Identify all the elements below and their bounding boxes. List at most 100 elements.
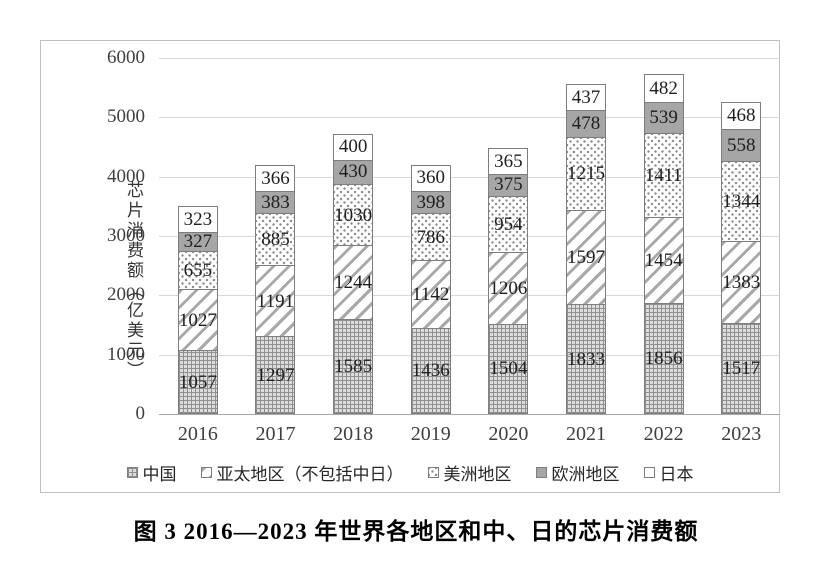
bar-segment-亚太地区（不包括中日）-2023: 1383 [721,240,762,324]
legend-marker-icon [126,467,138,478]
bar-2018: 1585 1244 1030 430 400 [333,58,374,414]
x-tick-label-2018: 2018 [333,423,374,445]
bar-segment-日本-2023: 468 [721,102,762,131]
bar-segment-中国-2016: 1057 [177,350,218,414]
bar-segment-亚太地区（不包括中日）-2021: 1597 [565,209,606,306]
bar-segment-日本-2022: 482 [643,74,684,103]
bar-segment-中国-2023: 1517 [721,323,762,414]
segment-value-label: 1215 [566,163,605,185]
legend-marker-icon [643,467,655,478]
bar-2019: 1436 1142 786 398 360 [410,58,451,414]
chart-figure: 芯片消费额（亿美元） 0 1000 2000 3000 4000 5000 6000 105… [40,40,780,493]
bar-segment-美洲地区-2020: 954 [488,195,529,254]
segment-value-label: 1411 [644,164,683,186]
bar-segment-中国-2021: 1833 [565,304,606,414]
legend-label: 日本 [659,465,694,484]
y-axis-title: 芯片消费额（亿美元） [124,181,143,381]
legend-label: 中国 [142,465,177,484]
bar-segment-日本-2017: 366 [255,165,296,193]
bar-segment-美洲地区-2018: 1030 [333,184,374,247]
bar-2017: 1297 1191 885 383 366 [255,58,296,414]
x-tick-label-2016: 2016 [177,423,218,445]
segment-value-label: 1833 [566,348,605,370]
x-tick-label-2023: 2023 [721,423,762,445]
bar-segment-欧洲地区-2016: 327 [177,230,218,252]
bar-segment-欧洲地区-2018: 430 [333,158,374,186]
legend-item-欧洲地区: 欧洲地区 [535,460,620,485]
bar-2016: 1057 1027 655 327 323 [177,58,218,414]
bar-segment-中国-2022: 1856 [643,302,684,414]
segment-value-label: 1597 [566,246,605,268]
y-tick-label-0: 0 [135,403,146,424]
segment-value-label: 1244 [334,272,373,294]
segment-value-label: 1504 [489,358,528,380]
bar-segment-中国-2019: 1436 [410,327,451,414]
bar-segment-亚太地区（不包括中日）-2022: 1454 [643,216,684,304]
segment-value-label: 1191 [256,290,295,312]
bar-segment-日本-2021: 437 [565,84,606,112]
segment-value-label: 1454 [644,249,683,271]
bar-segment-欧洲地区-2019: 398 [410,189,451,215]
segment-value-label: 1517 [722,358,761,379]
x-tick-label-2021: 2021 [565,423,606,445]
segment-value-label: 786 [416,226,445,248]
segment-value-label: 1057 [178,371,217,393]
bar-segment-美洲地区-2016: 655 [177,250,218,291]
bar-segment-欧洲地区-2017: 383 [255,190,296,214]
bar-segment-中国-2018: 1585 [333,318,374,414]
segment-value-label: 885 [261,229,290,251]
bar-2023: 1517 1383 1344 558 468 [721,58,762,414]
legend-label: 欧洲地区 [551,465,620,484]
legend-marker-icon [200,467,212,478]
legend-item-亚太地区（不包括中日）: 亚太地区（不包括中日） [200,460,404,485]
bar-segment-亚太地区（不包括中日）-2017: 1191 [255,265,296,338]
segment-value-label: 327 [183,230,213,252]
bar-segment-欧洲地区-2023: 558 [721,128,762,163]
x-tick-label-2017: 2017 [255,423,296,445]
segment-value-label: 1206 [489,277,528,299]
bar-segment-亚太地区（不包括中日）-2016: 1027 [177,289,218,352]
legend-marker-icon [535,467,547,478]
legend-label: 美洲地区 [443,465,512,484]
x-tick-label-2022: 2022 [643,423,684,445]
legend-item-中国: 中国 [126,460,177,485]
y-tick-label-1000: 1000 [107,343,145,365]
bar-segment-亚太地区（不包括中日）-2020: 1206 [488,252,529,325]
legend-item-日本: 日本 [643,460,694,485]
bar-segment-美洲地区-2023: 1344 [721,161,762,242]
segment-value-label: 954 [494,213,523,235]
bar-2021: 1833 1597 1215 478 437 [565,58,606,414]
bar-segment-美洲地区-2019: 786 [410,213,451,262]
segment-value-label: 478 [571,113,601,135]
bar-segment-美洲地区-2022: 1411 [643,132,684,218]
x-axis-labels: 2016 2017 2018 2019 2020 2021 2022 2023 [159,423,780,449]
segment-value-label: 1856 [644,347,683,369]
x-tick-label-2019: 2019 [410,423,451,445]
gridline-4000 [159,176,780,178]
bar-segment-日本-2019: 360 [410,164,451,192]
bar-2020: 1504 1206 954 375 365 [488,58,529,414]
legend-label: 亚太地区（不包括中日） [216,465,404,484]
segment-value-label: 1027 [178,309,217,331]
gridline-3000 [159,236,780,237]
gridline-5000 [159,117,780,119]
segment-value-label: 1297 [256,364,295,386]
segment-value-label: 655 [183,259,213,281]
y-tick-label-6000: 6000 [107,47,145,68]
bar-segment-美洲地区-2021: 1215 [565,137,606,211]
legend-marker-icon [427,467,439,478]
bar-segment-日本-2018: 400 [333,133,374,161]
gridline-1000 [159,354,780,356]
legend-item-美洲地区: 美洲地区 [427,460,512,485]
y-tick-label-5000: 5000 [107,106,145,128]
segment-value-label: 1344 [722,191,761,213]
bar-segment-欧洲地区-2021: 478 [565,109,606,139]
gridline-2000 [159,295,780,297]
figure-caption: 图 3 2016—2023 年世界各地区和中、日的芯片消费额 [133,519,699,544]
bar-segment-美洲地区-2017: 885 [255,212,296,267]
segment-value-label: 383 [261,191,290,213]
segment-value-label: 1030 [334,204,373,226]
gridline-6000 [159,58,780,59]
segment-value-label: 1585 [334,355,373,377]
bar-segment-中国-2020: 1504 [488,323,529,414]
